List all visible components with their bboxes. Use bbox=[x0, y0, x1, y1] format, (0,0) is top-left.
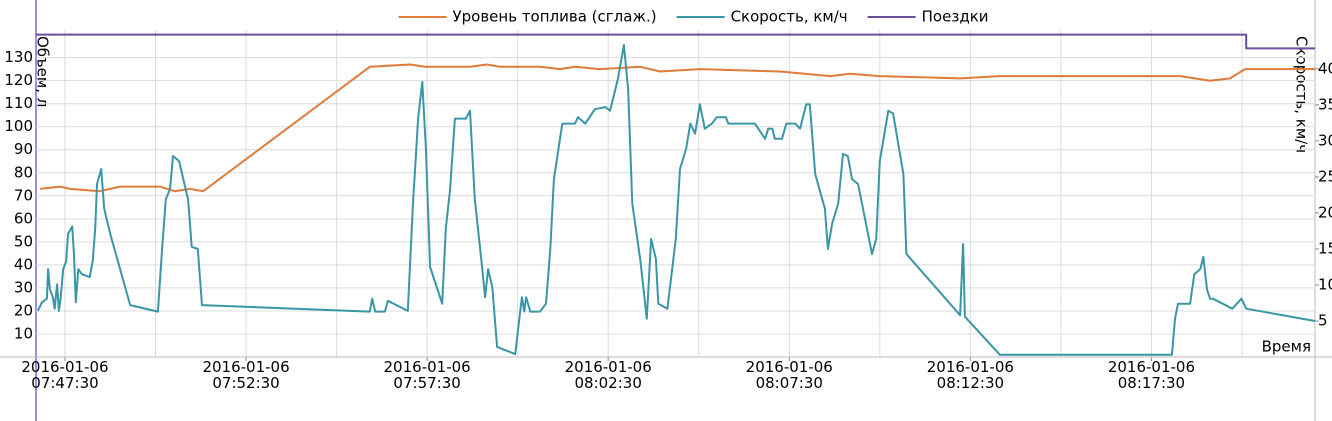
y2-tick-label: 30 bbox=[1318, 131, 1332, 149]
y-tick-label: 130 bbox=[4, 48, 33, 66]
legend-item: Уровень топлива (сглаж.) bbox=[398, 8, 657, 26]
legend-label: Уровень топлива (сглаж.) bbox=[453, 8, 657, 26]
series-line bbox=[36, 33, 1315, 50]
legend-label: Поездки bbox=[922, 8, 989, 26]
y-tick-label: 90 bbox=[14, 140, 33, 158]
y-tick-label: 60 bbox=[14, 209, 33, 227]
x-tick-label: 2016-01-06 08:02:30 bbox=[564, 358, 652, 392]
y-tick-label: 20 bbox=[14, 301, 33, 319]
legend: Уровень топлива (сглаж.) Скорость, км/ч По… bbox=[398, 8, 989, 26]
y-tick-label: 120 bbox=[4, 71, 33, 89]
x-tick-label: 2016-01-06 08:17:30 bbox=[1107, 358, 1196, 392]
legend-item: Поездки bbox=[867, 8, 989, 26]
y2-tick-label: 40 bbox=[1318, 59, 1332, 77]
y-tick-label: 110 bbox=[4, 94, 33, 112]
y-tick-label: 30 bbox=[14, 278, 33, 296]
x-tick-label: 2016-01-06 08:12:30 bbox=[926, 358, 1014, 392]
y-tick-label: 40 bbox=[14, 255, 33, 273]
y-tick-label: 100 bbox=[4, 117, 33, 135]
series-line bbox=[36, 44, 1316, 356]
x-tick-label: 2016-01-06 07:47:30 bbox=[21, 358, 109, 392]
y2-tick-label: 20 bbox=[1318, 203, 1332, 221]
y2-axis-label: Скорость, км/ч bbox=[1293, 36, 1311, 153]
grid bbox=[36, 30, 1315, 357]
legend-item: Скорость, км/ч bbox=[676, 8, 848, 26]
x-axis-label: Время bbox=[1262, 338, 1311, 356]
series-line bbox=[40, 63, 1315, 193]
y2-tick-label: 5 bbox=[1318, 311, 1328, 329]
legend-label: Скорость, км/ч bbox=[731, 8, 848, 26]
y-axis-label: Объем, л bbox=[34, 36, 52, 107]
y-tick-label: 10 bbox=[14, 324, 33, 342]
y2-tick-label: 35 bbox=[1318, 95, 1332, 113]
y-tick-label: 80 bbox=[14, 163, 33, 181]
y2-tick-label: 10 bbox=[1318, 275, 1332, 293]
x-tick-label: 2016-01-06 08:07:30 bbox=[745, 358, 833, 392]
y2-tick-label: 25 bbox=[1318, 167, 1332, 185]
y2-tick-label: 15 bbox=[1318, 239, 1332, 257]
x-tick-label: 2016-01-06 07:57:30 bbox=[383, 358, 471, 392]
y-tick-label: 50 bbox=[14, 232, 33, 250]
y-tick-label: 70 bbox=[14, 186, 33, 204]
x-tick-label: 2016-01-06 07:52:30 bbox=[202, 358, 290, 392]
